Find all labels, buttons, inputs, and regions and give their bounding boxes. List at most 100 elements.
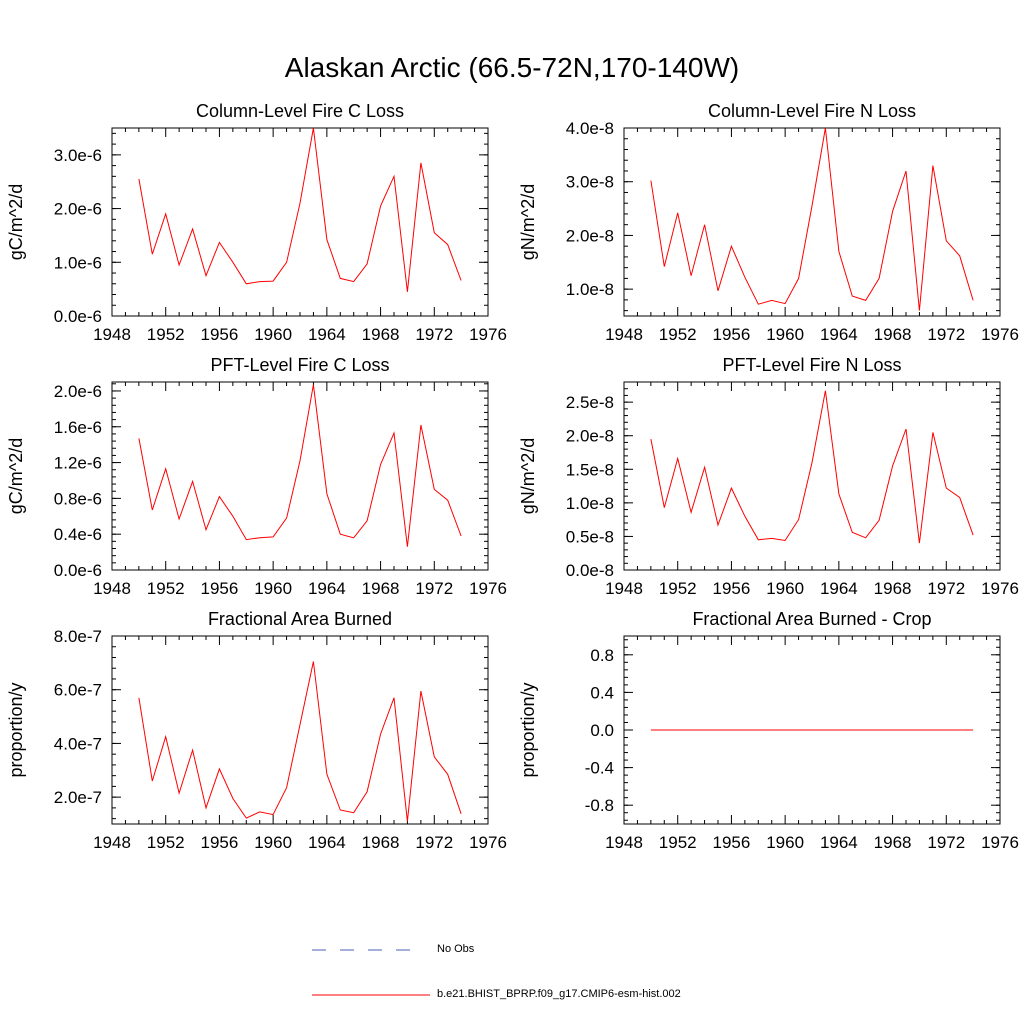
x-tick-label: 1956	[201, 579, 239, 598]
x-tick-label: 1948	[605, 833, 643, 852]
x-tick-label: 1972	[415, 833, 453, 852]
y-tick-label: 1.5e-8	[566, 460, 614, 479]
y-axis-label: gN/m^2/d	[518, 438, 538, 514]
y-tick-label: 3.0e-8	[566, 173, 614, 192]
panel-title: PFT-Level Fire C Loss	[210, 355, 389, 375]
chart-panel-6: Fractional Area Burned - Crop proportion/…	[518, 609, 1019, 852]
y-tick-label: 2.0e-7	[54, 788, 102, 807]
y-tick-label: 0.0e-6	[54, 307, 102, 326]
x-tick-label: 1976	[469, 579, 507, 598]
y-axis-label: proportion/y	[6, 682, 26, 777]
x-tick-label: 1968	[874, 579, 912, 598]
x-tick-label: 1956	[201, 833, 239, 852]
figure-title: Alaskan Arctic (66.5-72N,170-140W)	[284, 52, 740, 83]
y-tick-label: 0.0e-6	[54, 561, 102, 580]
x-tick-label: 1960	[766, 325, 804, 344]
x-tick-label: 1956	[201, 325, 239, 344]
y-tick-label: 0.4e-6	[54, 525, 102, 544]
panel-title: Fractional Area Burned - Crop	[692, 609, 931, 629]
y-tick-label: 6.0e-7	[54, 681, 102, 700]
panel-title: Column-Level Fire C Loss	[196, 101, 404, 121]
y-tick-label: 0.8	[590, 646, 614, 665]
legend-label-no-obs: No Obs	[437, 943, 475, 955]
x-tick-label: 1972	[927, 579, 965, 598]
x-tick-label: 1968	[362, 579, 400, 598]
panel-title: PFT-Level Fire N Loss	[722, 355, 901, 375]
x-tick-label: 1948	[93, 833, 131, 852]
y-axis-label: gN/m^2/d	[518, 184, 538, 260]
x-tick-label: 1972	[927, 833, 965, 852]
plot-frame	[623, 127, 1001, 317]
x-tick-label: 1972	[415, 325, 453, 344]
x-tick-label: 1964	[820, 579, 858, 598]
y-tick-label: 4.0e-7	[54, 734, 102, 753]
x-tick-label: 1976	[981, 833, 1019, 852]
y-tick-label: 1.0e-8	[566, 280, 614, 299]
legend	[312, 949, 430, 996]
y-axis-label: gC/m^2/d	[6, 438, 26, 514]
y-tick-label: 2.5e-8	[566, 393, 614, 412]
y-axis-label: proportion/y	[518, 682, 538, 777]
x-tick-label: 1956	[713, 325, 751, 344]
x-tick-label: 1964	[820, 325, 858, 344]
y-tick-label: 3.0e-6	[54, 146, 102, 165]
y-tick-label: -0.4	[585, 759, 614, 778]
x-tick-label: 1960	[254, 325, 292, 344]
panel-title: Fractional Area Burned	[208, 609, 392, 629]
y-tick-label: 0.5e-8	[566, 527, 614, 546]
x-tick-label: 1964	[308, 579, 346, 598]
series-line-1	[650, 390, 974, 544]
y-tick-label: 1.0e-6	[54, 253, 102, 272]
y-tick-label: 8.0e-7	[54, 627, 102, 646]
y-tick-label: 0.0e-8	[566, 561, 614, 580]
x-tick-label: 1964	[820, 833, 858, 852]
x-tick-label: 1952	[147, 833, 185, 852]
y-tick-label: 2.0e-6	[54, 382, 102, 401]
x-tick-label: 1956	[713, 579, 751, 598]
series-line-1	[138, 661, 462, 822]
x-tick-label: 1952	[659, 833, 697, 852]
y-tick-label: 0.4	[590, 683, 614, 702]
x-tick-label: 1948	[605, 579, 643, 598]
y-tick-label: 1.6e-6	[54, 418, 102, 437]
y-tick-label: -0.8	[585, 796, 614, 815]
series-line-1	[138, 384, 462, 547]
x-tick-label: 1976	[469, 325, 507, 344]
y-tick-label: 2.0e-8	[566, 427, 614, 446]
x-tick-label: 1960	[254, 833, 292, 852]
x-tick-label: 1960	[766, 579, 804, 598]
x-tick-label: 1972	[415, 579, 453, 598]
x-tick-label: 1968	[874, 325, 912, 344]
x-tick-label: 1960	[766, 833, 804, 852]
x-tick-label: 1952	[659, 325, 697, 344]
x-tick-label: 1968	[362, 833, 400, 852]
x-tick-label: 1976	[981, 579, 1019, 598]
x-tick-label: 1968	[362, 325, 400, 344]
x-tick-label: 1964	[308, 325, 346, 344]
x-tick-label: 1948	[93, 325, 131, 344]
x-tick-label: 1948	[605, 325, 643, 344]
chart-panel-2: Column-Level Fire N Loss gN/m^2/d 1948 1952…	[518, 101, 1019, 344]
series-line-1	[650, 127, 974, 311]
x-tick-label: 1968	[874, 833, 912, 852]
x-tick-label: 1972	[927, 325, 965, 344]
x-tick-label: 1976	[981, 325, 1019, 344]
chart-panel-1: Column-Level Fire C Loss gC/m^2/d 1948 1952…	[6, 101, 507, 344]
y-tick-label: 2.0e-6	[54, 200, 102, 219]
x-tick-label: 1952	[147, 325, 185, 344]
x-tick-label: 1960	[254, 579, 292, 598]
legend-label-model: b.e21.BHIST_BPRP.f09_g17.CMIP6-esm-hist.…	[437, 988, 681, 1000]
x-tick-label: 1948	[93, 579, 131, 598]
y-tick-label: 4.0e-8	[566, 119, 614, 138]
y-axis-label: gC/m^2/d	[6, 184, 26, 260]
y-tick-label: 1.0e-8	[566, 494, 614, 513]
series-line-1	[138, 127, 462, 292]
y-tick-label: 2.0e-8	[566, 226, 614, 245]
chart-panel-3: PFT-Level Fire C Loss gC/m^2/d 1948 1952 195…	[6, 355, 507, 598]
y-tick-label: 1.2e-6	[54, 454, 102, 473]
panel-title: Column-Level Fire N Loss	[708, 101, 916, 121]
plot-frame	[111, 127, 489, 317]
chart-panel-5: Fractional Area Burned proportion/y 1948 19…	[6, 609, 507, 852]
y-tick-label: 0.8e-6	[54, 489, 102, 508]
